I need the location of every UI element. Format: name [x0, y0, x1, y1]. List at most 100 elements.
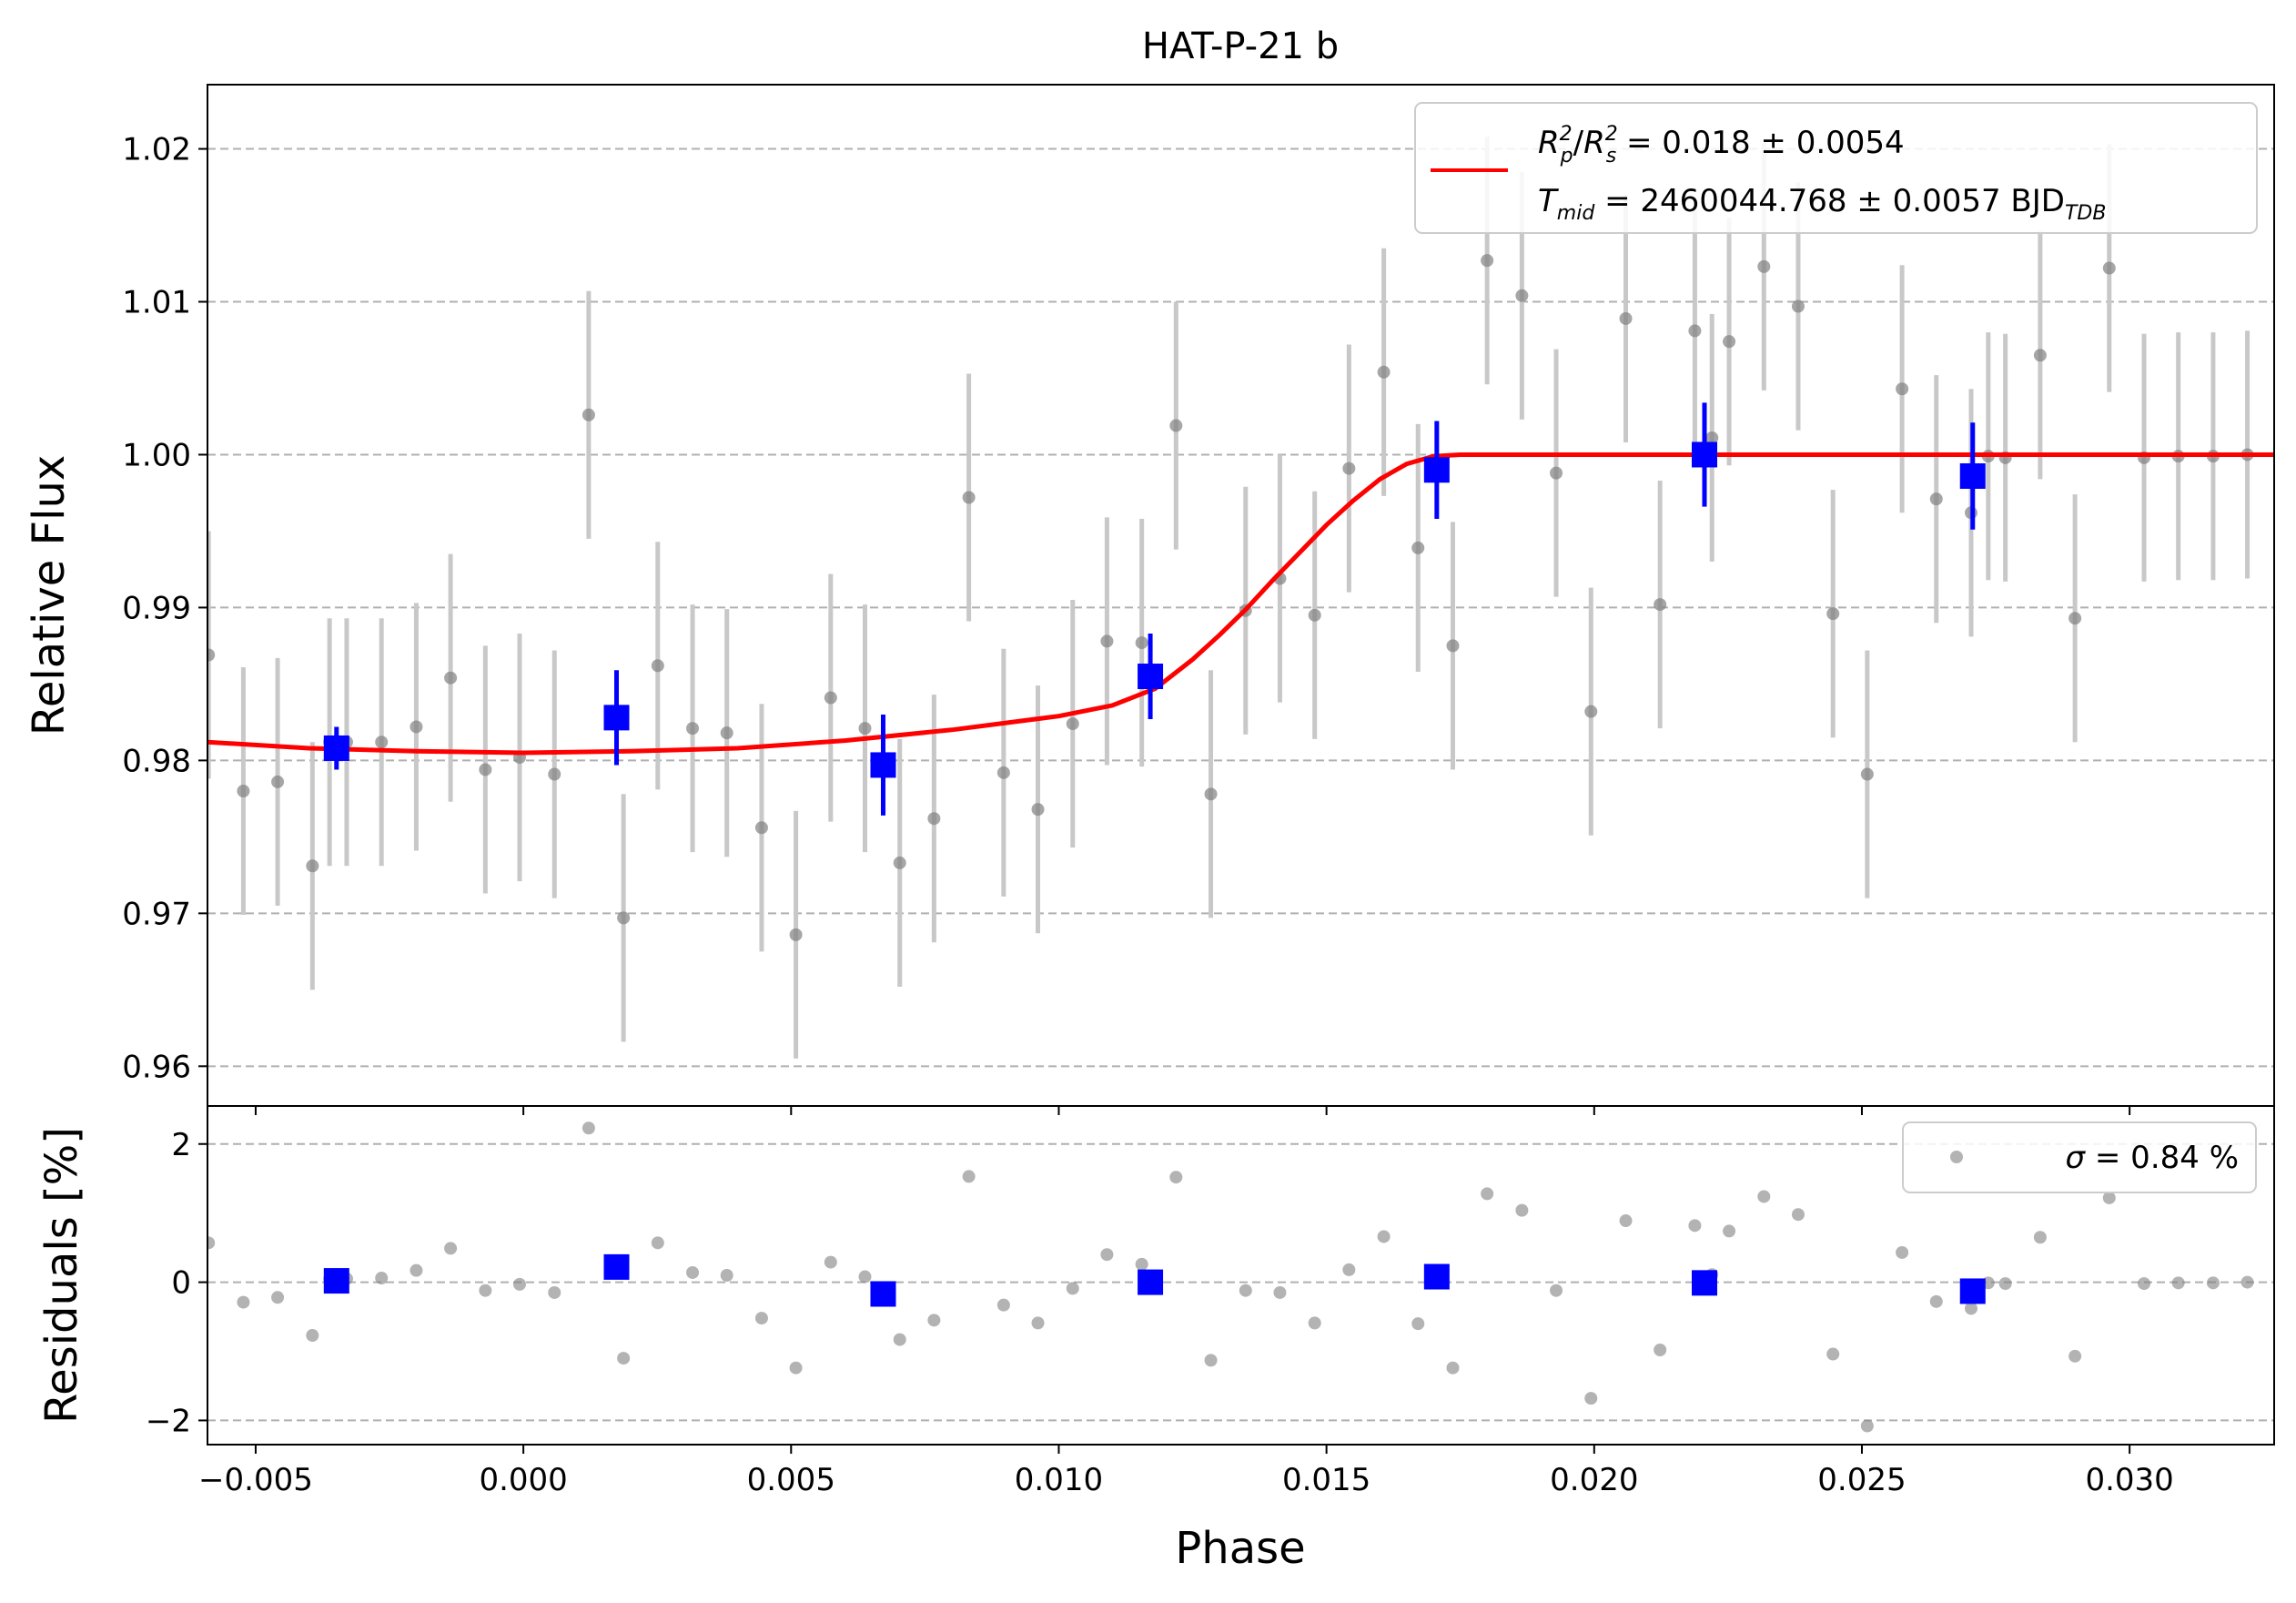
- residual-point: [927, 1314, 941, 1327]
- residual-point: [375, 1272, 389, 1285]
- residual-point: [2206, 1276, 2220, 1290]
- residuals-panel: −2 0 2 −0.005 0.000 0.005 0.010 0.015 0.020 0.02…: [36, 1105, 2289, 1574]
- data-point: [306, 859, 319, 873]
- data-point: [1723, 335, 1736, 349]
- residual-point: [1100, 1248, 1114, 1262]
- residual-point: [1273, 1285, 1287, 1299]
- data-point: [789, 928, 803, 941]
- main-y-tick-label: 0.96: [122, 1049, 191, 1085]
- residual-point: [2276, 1276, 2289, 1289]
- residual-point: [1377, 1230, 1391, 1243]
- residual-point: [1688, 1219, 1702, 1233]
- legend-radius-ratio: R2 p/R2 s = 0.018 ± 0.0054: [1538, 123, 1905, 167]
- main-axes-frame: [207, 84, 2275, 1107]
- data-point: [2276, 448, 2289, 461]
- residual-point: [410, 1263, 423, 1277]
- main-y-tick-label: 0.97: [122, 896, 191, 932]
- residuals-x-ticks: −0.005 0.000 0.005 0.010 0.015 0.020 0.025 0.03…: [198, 1445, 2174, 1498]
- residual-point: [479, 1283, 492, 1297]
- data-point: [720, 726, 733, 740]
- data-point: [479, 763, 492, 776]
- data-point: [1654, 598, 1667, 612]
- residual-point: [1169, 1171, 1183, 1184]
- residual-point: [996, 1298, 1010, 1312]
- residual-point: [1654, 1343, 1667, 1356]
- main-y-tick-label: 0.98: [122, 743, 191, 779]
- residual-point: [513, 1277, 527, 1291]
- residual-point: [2171, 1276, 2185, 1290]
- data-point: [1860, 767, 1874, 781]
- res-y-tick-label: −2: [146, 1403, 191, 1439]
- data-point: [651, 659, 664, 673]
- residual-point: [1723, 1224, 1736, 1238]
- residual-point: [2240, 1275, 2254, 1289]
- residual-point: [207, 1236, 216, 1250]
- data-point: [1100, 634, 1114, 648]
- x-axis-label: Phase: [1175, 1523, 1305, 1574]
- main-panel: 0.96 0.97 0.98 0.99 1.00 1.01 1.02 Relative Fl…: [24, 84, 2289, 1115]
- binned-point: [1138, 664, 1164, 690]
- main-data-points: [207, 137, 2289, 1059]
- res-x-tick-label: 0.000: [479, 1462, 567, 1498]
- main-y-tick-label: 1.01: [122, 285, 191, 321]
- residuals-legend-box: [1902, 1121, 2257, 1193]
- residual-point: [651, 1236, 664, 1250]
- residual-point: [1791, 1208, 1805, 1222]
- residual-point: [720, 1269, 733, 1282]
- residual-point: [858, 1270, 872, 1283]
- residual-point: [237, 1295, 250, 1309]
- main-legend: R2 p/R2 s = 0.018 ± 0.0054 Tmid = 2460044.…: [1414, 102, 2258, 234]
- data-point: [1757, 259, 1771, 273]
- data-point: [824, 691, 837, 705]
- residual-point: [1584, 1392, 1598, 1405]
- data-point: [1515, 289, 1529, 302]
- data-point: [1688, 324, 1702, 338]
- residual-point: [1998, 1277, 2012, 1291]
- residual-point: [306, 1329, 319, 1343]
- data-point: [582, 408, 595, 421]
- residual-point: [1031, 1316, 1045, 1330]
- data-point: [1550, 466, 1563, 480]
- residuals-axes-frame: [207, 1105, 2275, 1446]
- res-x-tick-label: 0.010: [1015, 1462, 1103, 1498]
- chart-title: HAT-P-21 b: [1142, 25, 1339, 67]
- residual-point: [893, 1333, 906, 1346]
- res-y-tick-label: 2: [171, 1127, 191, 1163]
- res-x-tick-label: 0.025: [1817, 1462, 1906, 1498]
- residuals-binned-points: [323, 1253, 1986, 1307]
- data-point: [858, 722, 872, 736]
- residual-point: [1826, 1347, 1840, 1361]
- main-y-tick-label: 1.02: [122, 132, 191, 168]
- data-point: [927, 812, 941, 826]
- data-point: [1342, 462, 1356, 475]
- residual-point: [1964, 1302, 1977, 1315]
- data-point: [686, 722, 700, 736]
- data-point: [1308, 608, 1321, 622]
- data-point: [962, 491, 976, 504]
- residual-point: [2102, 1191, 2116, 1204]
- residual-point: [1550, 1283, 1563, 1297]
- residuals-legend-marker: [1950, 1151, 1963, 1163]
- residual-point: [1446, 1361, 1460, 1375]
- binned-residual-point: [603, 1253, 630, 1280]
- binned-point: [870, 752, 896, 778]
- data-point: [1481, 254, 1494, 268]
- residual-point: [548, 1285, 561, 1299]
- data-point: [2068, 612, 2082, 625]
- data-point: [444, 671, 458, 685]
- residuals-y-axis-label: Residuals [%]: [36, 1127, 87, 1424]
- data-point: [1031, 803, 1045, 817]
- residual-point: [2138, 1277, 2151, 1291]
- binned-residual-point: [870, 1281, 896, 1307]
- res-x-tick-label: 0.020: [1550, 1462, 1638, 1498]
- data-point: [1204, 787, 1218, 801]
- binned-point: [1959, 462, 1986, 489]
- main-y-tick-label: 1.00: [122, 437, 191, 473]
- residual-point: [444, 1242, 458, 1255]
- main-model-curve: [207, 452, 2274, 756]
- data-point: [1135, 636, 1148, 650]
- residual-point: [1342, 1263, 1356, 1276]
- res-y-tick-label: 0: [171, 1265, 191, 1302]
- binned-residual-point: [1959, 1278, 1986, 1304]
